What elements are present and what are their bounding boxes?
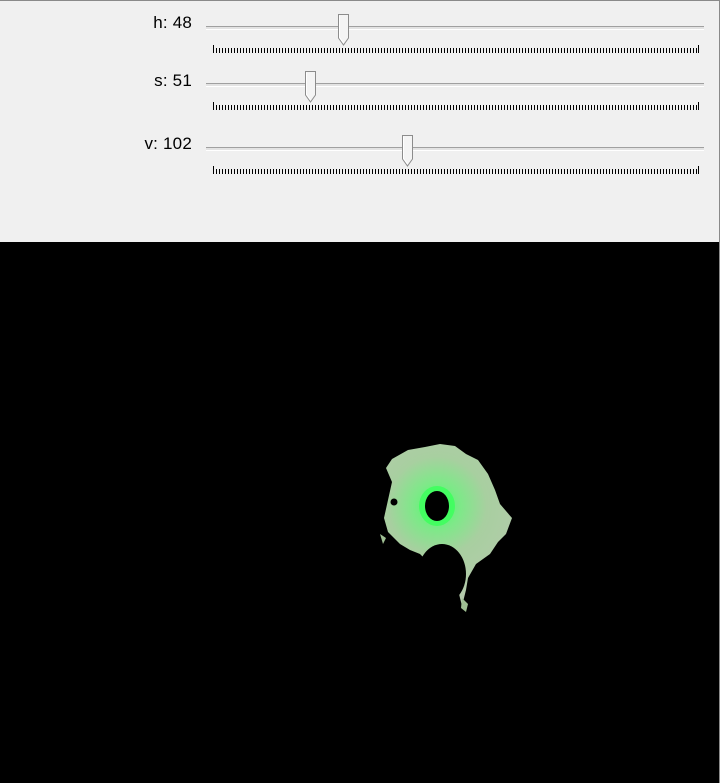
trackbar-h[interactable]: h: 48	[0, 13, 719, 63]
trackbar-v[interactable]: v: 102	[0, 134, 719, 184]
trackbar-v-label: v: 102	[144, 134, 192, 153]
trackbar-panel: h: 48 s: 51 v: 102	[0, 1, 719, 242]
trackbar-s-thumb-icon[interactable]	[305, 71, 317, 103]
trackbar-v-track[interactable]	[206, 147, 704, 151]
trackbar-v-thumb-icon[interactable]	[402, 135, 414, 167]
trackbar-s-ticks	[213, 102, 699, 110]
trackbar-v-ticks	[213, 166, 699, 174]
trackbar-s[interactable]: s: 51	[0, 71, 719, 121]
masked-frame-image	[380, 444, 512, 612]
image-display	[0, 242, 719, 783]
trackbar-h-ticks	[213, 45, 699, 53]
blob-region	[384, 444, 512, 606]
trackbar-s-track[interactable]	[206, 83, 704, 87]
trackbar-h-thumb-icon[interactable]	[338, 14, 350, 46]
trackbar-h-track[interactable]	[206, 26, 704, 30]
trackbar-s-label: s: 51	[154, 71, 192, 90]
trackbar-h-label: h: 48	[153, 13, 192, 32]
